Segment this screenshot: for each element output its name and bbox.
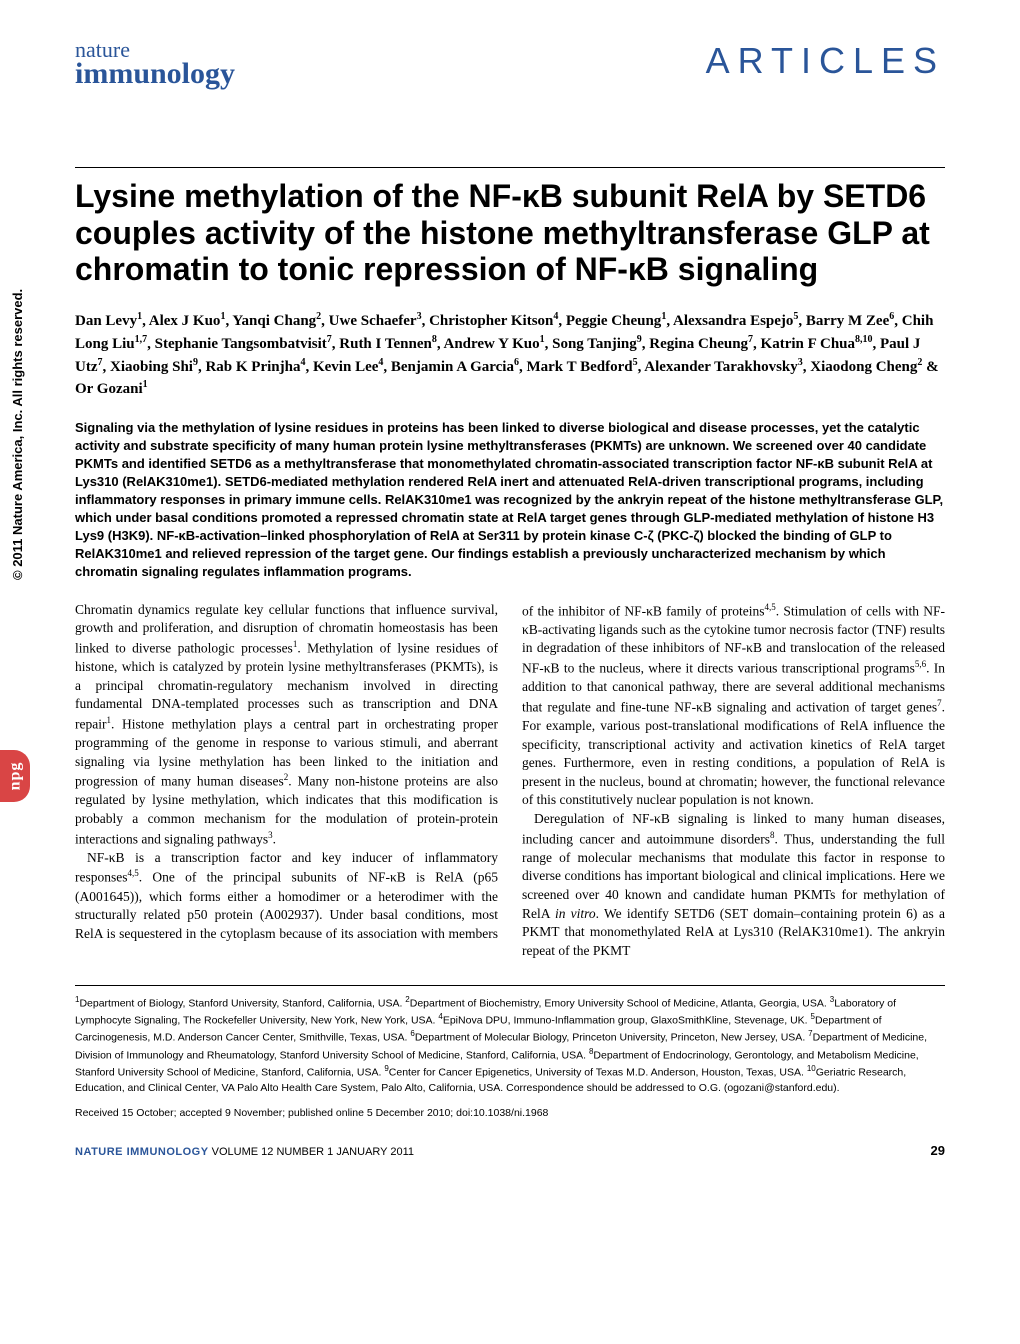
section-header: ARTICLES [706,40,945,82]
affiliations: 1Department of Biology, Stanford Univers… [75,994,945,1096]
publication-dates: Received 15 October; accepted 9 November… [75,1107,945,1119]
journal-logo: nature immunology [75,40,235,87]
npg-badge: npg [0,750,30,802]
body-text: Chromatin dynamics regulate key cellular… [75,601,945,961]
page-footer: NATURE IMMUNOLOGY VOLUME 12 NUMBER 1 JAN… [75,1143,945,1158]
copyright-notice: © 2011 Nature America, Inc. All rights r… [10,289,25,580]
title-rule [75,167,945,168]
journal-name-bottom: immunology [75,60,235,87]
author-list: Dan Levy1, Alex J Kuo1, Yanqi Chang2, Uw… [75,310,945,401]
footer-page-number: 29 [931,1143,945,1158]
article-title: Lysine methylation of the NF-κB subunit … [75,178,945,288]
page-header: nature immunology ARTICLES [75,40,945,87]
abstract: Signaling via the methylation of lysine … [75,419,945,580]
npg-text: npg [6,762,24,791]
affiliations-rule [75,985,945,986]
body-paragraph-1: Chromatin dynamics regulate key cellular… [75,601,498,849]
footer-issue: VOLUME 12 NUMBER 1 JANUARY 2011 [212,1146,414,1158]
footer-journal: NATURE IMMUNOLOGY [75,1146,209,1158]
body-paragraph-3: Deregulation of NF-κB signaling is linke… [522,810,945,961]
footer-journal-issue: NATURE IMMUNOLOGY VOLUME 12 NUMBER 1 JAN… [75,1146,414,1158]
